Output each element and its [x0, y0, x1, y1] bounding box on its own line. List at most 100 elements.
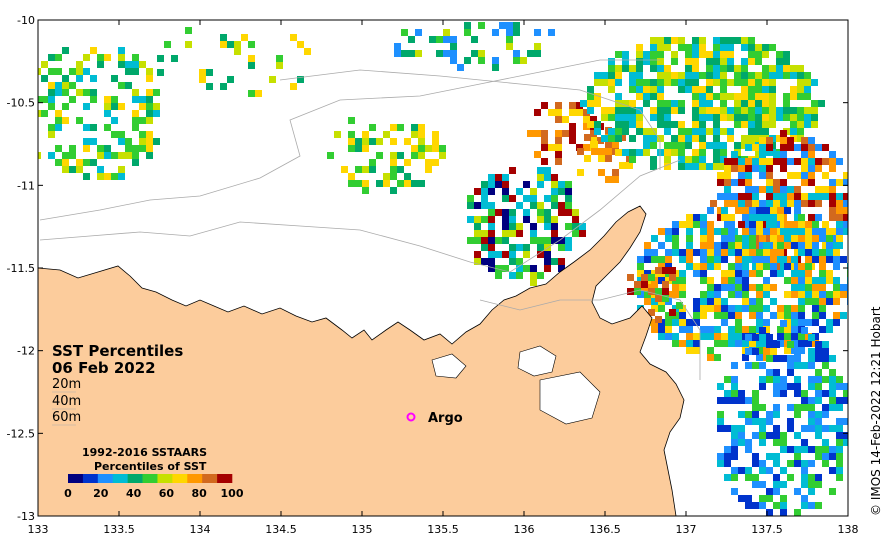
sst-pixel: [801, 460, 808, 467]
sst-pixel: [773, 411, 780, 418]
sst-pixel: [734, 107, 741, 114]
sst-pixel: [587, 107, 594, 114]
sst-pixel: [495, 174, 502, 181]
sst-pixel: [76, 75, 83, 82]
colorbar-swatch: [127, 474, 143, 483]
sst-pixel: [686, 228, 693, 235]
sst-pixel: [83, 68, 90, 75]
sst-pixel: [62, 159, 69, 166]
sst-pixel: [826, 319, 833, 326]
sst-pixel: [791, 284, 798, 291]
sst-pixel: [720, 114, 727, 121]
land-mass: [38, 205, 685, 516]
sst-pixel: [664, 149, 671, 156]
sst-pixel: [671, 72, 678, 79]
sst-pixel: [759, 172, 766, 179]
sst-pixel: [752, 502, 759, 509]
sst-pixel: [693, 333, 700, 340]
sst-pixel: [685, 135, 692, 142]
sst-pixel: [648, 288, 655, 295]
sst-pixel: [766, 186, 773, 193]
sst-pixel: [509, 251, 516, 258]
sst-pixel: [801, 172, 808, 179]
sst-pixel: [780, 383, 787, 390]
sst-pixel: [829, 453, 836, 460]
sst-pixel: [569, 137, 576, 144]
sst-pixel: [41, 61, 48, 68]
sst-pixel: [794, 411, 801, 418]
sst-pixel: [798, 291, 805, 298]
sst-pixel: [815, 341, 822, 348]
sst-pixel: [808, 355, 815, 362]
sst-pixel: [481, 244, 488, 251]
sst-pixel: [770, 284, 777, 291]
sst-pixel: [713, 135, 720, 142]
sst-pixel: [756, 340, 763, 347]
sst-pixel: [714, 354, 721, 361]
sst-pixel: [537, 209, 544, 216]
sst-pixel: [780, 502, 787, 509]
sst-pixel: [801, 446, 808, 453]
sst-pixel: [808, 383, 815, 390]
sst-pixel: [717, 460, 724, 467]
sst-pixel: [700, 270, 707, 277]
sst-pixel: [665, 312, 672, 319]
sst-pixel: [728, 263, 735, 270]
sst-pixel: [787, 193, 794, 200]
sst-pixel: [583, 116, 590, 123]
sst-pixel: [745, 165, 752, 172]
sst-pixel: [728, 326, 735, 333]
sst-pixel: [836, 418, 843, 425]
sst-pixel: [720, 149, 727, 156]
sst-pixel: [615, 100, 622, 107]
sst-pixel: [836, 460, 843, 467]
sst-pixel: [808, 137, 815, 144]
sst-pixel: [685, 156, 692, 163]
sst-pixel: [720, 142, 727, 149]
sst-pixel: [678, 100, 685, 107]
sst-pixel: [671, 79, 678, 86]
colorbar-label: 0: [64, 487, 72, 500]
sst-pixel: [693, 270, 700, 277]
sst-pixel: [62, 82, 69, 89]
sst-pixel: [804, 93, 811, 100]
sst-pixel: [125, 82, 132, 89]
sst-pixel: [664, 37, 671, 44]
sst-pixel: [432, 138, 439, 145]
sst-pixel: [784, 347, 791, 354]
sst-pixel: [699, 100, 706, 107]
sst-pixel: [763, 256, 770, 263]
sst-pixel: [488, 209, 495, 216]
sst-pixel: [565, 209, 572, 216]
sst-pixel: [111, 103, 118, 110]
sst-pixel: [111, 75, 118, 82]
sst-pixel: [836, 453, 843, 460]
sst-pixel: [763, 242, 770, 249]
sst-pixel: [815, 390, 822, 397]
argo-marker[interactable]: [406, 412, 416, 422]
sst-pixel: [780, 263, 787, 270]
sst-pixel: [665, 326, 672, 333]
sst-pixel: [783, 107, 790, 114]
sst-pixel: [97, 145, 104, 152]
sst-pixel: [48, 89, 55, 96]
sst-pixel: [756, 249, 763, 256]
sst-pixel: [537, 251, 544, 258]
sst-pixel: [657, 107, 664, 114]
sst-pixel: [728, 340, 735, 347]
sst-pixel: [780, 439, 787, 446]
sst-pixel: [555, 151, 562, 158]
sst-pixel: [804, 107, 811, 114]
sst-pixel: [608, 79, 615, 86]
sst-pixel: [822, 221, 829, 228]
sst-pixel: [843, 207, 848, 214]
sst-pixel: [808, 474, 815, 481]
sst-pixel: [411, 180, 418, 187]
sst-pixel: [671, 58, 678, 65]
sst-pixel: [766, 221, 773, 228]
sst-pixel: [836, 446, 843, 453]
sst-pixel: [762, 128, 769, 135]
sst-pixel: [791, 333, 798, 340]
sst-pixel: [679, 221, 686, 228]
sst-pixel: [815, 425, 822, 432]
